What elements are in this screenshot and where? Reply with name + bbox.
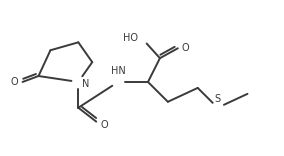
Text: O: O <box>182 43 189 53</box>
Text: O: O <box>11 77 19 87</box>
Text: HN: HN <box>111 66 126 76</box>
Text: O: O <box>100 120 108 130</box>
Text: S: S <box>215 94 221 104</box>
Text: HO: HO <box>123 33 138 43</box>
Text: N: N <box>82 79 90 89</box>
